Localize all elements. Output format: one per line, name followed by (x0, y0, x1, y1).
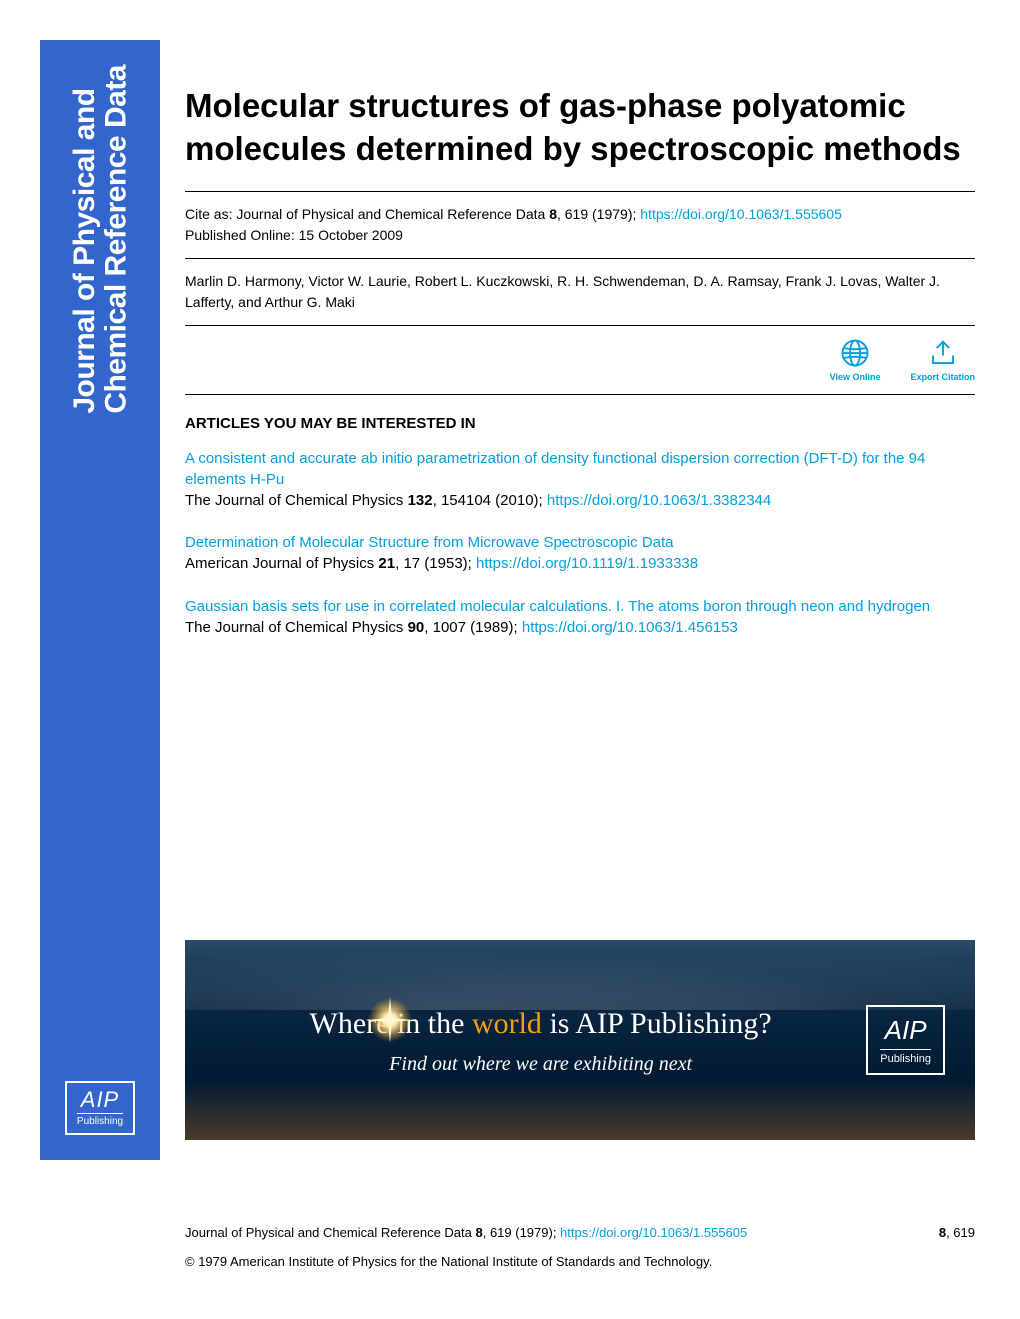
related-article-title-link[interactable]: A consistent and accurate ab initio para… (185, 448, 975, 490)
banner-subheadline: Find out where we are exhibiting next (215, 1053, 866, 1076)
banner-logo-subtext: Publishing (880, 1053, 931, 1065)
star-icon (365, 995, 415, 1045)
related-heading: ARTICLES YOU MAY BE INTERESTED IN (185, 395, 975, 448)
page-footer: Journal of Physical and Chemical Referen… (185, 1225, 975, 1269)
promo-banner[interactable]: Where in the world is AIP Publishing? Fi… (185, 940, 975, 1140)
related-doi-link[interactable]: https://doi.org/10.1063/1.3382344 (547, 492, 771, 509)
related-source-suffix: , 1007 (1989); (424, 619, 522, 636)
export-citation-label: Export Citation (911, 372, 976, 382)
banner-logo-text: AIP (880, 1015, 931, 1050)
export-citation-button[interactable]: Export Citation (911, 338, 976, 382)
footer-doi-link[interactable]: https://doi.org/10.1063/1.555605 (560, 1225, 747, 1240)
article-main: Molecular structures of gas-phase polyat… (185, 85, 975, 659)
footer-page-num: , 619 (946, 1225, 975, 1240)
related-article: Gaussian basis sets for use in correlate… (185, 596, 975, 640)
aip-logo-text: AIP (77, 1089, 123, 1114)
cite-prefix: Cite as: Journal of Physical and Chemica… (185, 206, 549, 222)
view-online-button[interactable]: View Online (830, 338, 881, 382)
related-article: A consistent and accurate ab initio para… (185, 448, 975, 513)
cite-as-line: Cite as: Journal of Physical and Chemica… (185, 204, 975, 225)
authors-list: Marlin D. Harmony, Victor W. Laurie, Rob… (185, 259, 975, 325)
aip-publishing-logo: AIP Publishing (65, 1081, 135, 1135)
published-date: Published Online: 15 October 2009 (185, 225, 975, 246)
related-article: Determination of Molecular Structure fro… (185, 532, 975, 576)
action-row: View Online Export Citation (185, 326, 975, 394)
related-article-citation: American Journal of Physics 21, 17 (1953… (185, 553, 975, 576)
cite-suffix: , 619 (1979); (557, 206, 640, 222)
related-source-vol: 90 (408, 619, 425, 636)
related-article-citation: The Journal of Chemical Physics 132, 154… (185, 490, 975, 513)
footer-cite-suffix: , 619 (1979); (483, 1225, 560, 1240)
related-source-prefix: American Journal of Physics (185, 555, 378, 572)
export-icon (928, 338, 958, 368)
footer-cite-prefix: Journal of Physical and Chemical Referen… (185, 1225, 475, 1240)
related-source-vol: 132 (408, 492, 433, 509)
cite-doi-link[interactable]: https://doi.org/10.1063/1.555605 (640, 206, 842, 222)
banner-aip-logo: AIP Publishing (866, 1005, 945, 1075)
related-source-vol: 21 (378, 555, 395, 572)
journal-name: Journal of Physical and Chemical Referen… (69, 65, 132, 414)
related-source-prefix: The Journal of Chemical Physics (185, 619, 408, 636)
banner-text: Where in the world is AIP Publishing? Fi… (215, 1004, 866, 1076)
banner-line1-post: is AIP Publishing? (542, 1007, 772, 1040)
related-doi-link[interactable]: https://doi.org/10.1119/1.1933338 (476, 555, 698, 572)
banner-headline: Where in the world is AIP Publishing? (215, 1004, 866, 1043)
related-article-title-link[interactable]: Gaussian basis sets for use in correlate… (185, 596, 975, 617)
globe-icon (840, 338, 870, 368)
footer-citation: Journal of Physical and Chemical Referen… (185, 1225, 747, 1240)
aip-logo-subtext: Publishing (77, 1116, 123, 1127)
related-article-citation: The Journal of Chemical Physics 90, 1007… (185, 617, 975, 640)
citation-block: Cite as: Journal of Physical and Chemica… (185, 192, 975, 258)
footer-page-vol: 8 (939, 1225, 946, 1240)
cite-volume: 8 (549, 206, 557, 222)
banner-line1-highlight: world (472, 1007, 542, 1040)
related-source-suffix: , 154104 (2010); (433, 492, 547, 509)
view-online-label: View Online (830, 372, 881, 382)
footer-copyright: © 1979 American Institute of Physics for… (185, 1254, 975, 1269)
footer-cite-vol: 8 (475, 1225, 482, 1240)
related-source-prefix: The Journal of Chemical Physics (185, 492, 408, 509)
footer-page-ref: 8, 619 (939, 1225, 975, 1240)
article-title: Molecular structures of gas-phase polyat… (185, 85, 975, 171)
related-article-title-link[interactable]: Determination of Molecular Structure fro… (185, 532, 975, 553)
related-source-suffix: , 17 (1953); (395, 555, 476, 572)
footer-citation-row: Journal of Physical and Chemical Referen… (185, 1225, 975, 1240)
related-doi-link[interactable]: https://doi.org/10.1063/1.456153 (522, 619, 738, 636)
journal-sidebar: Journal of Physical and Chemical Referen… (40, 40, 160, 1160)
